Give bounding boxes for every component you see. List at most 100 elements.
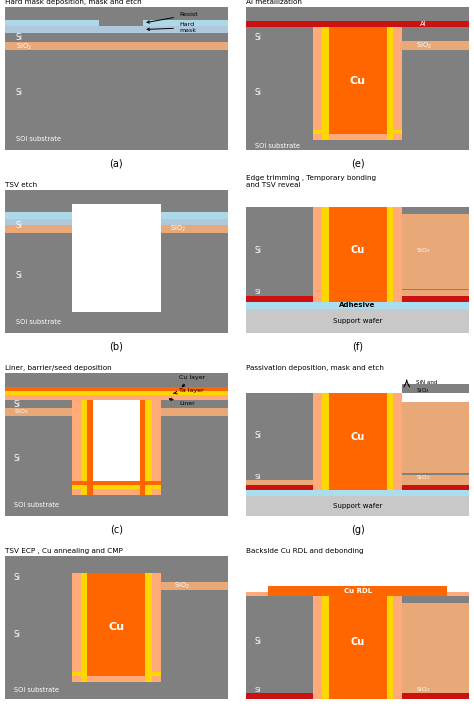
Bar: [72, 484, 161, 489]
Bar: [387, 27, 393, 140]
Text: Si: Si: [16, 88, 23, 97]
Bar: [72, 573, 81, 682]
Text: Si: Si: [14, 630, 21, 639]
Text: Cu: Cu: [109, 623, 124, 633]
Bar: [246, 207, 469, 215]
Bar: [328, 207, 387, 301]
Bar: [72, 204, 161, 311]
Text: Si: Si: [14, 573, 21, 582]
Bar: [93, 400, 140, 481]
Bar: [402, 290, 469, 296]
Bar: [5, 391, 228, 395]
Text: Cu: Cu: [350, 637, 365, 647]
Text: Si: Si: [14, 454, 21, 463]
Text: Hard mask deposition, mask and etch: Hard mask deposition, mask and etch: [5, 0, 141, 5]
Bar: [402, 603, 469, 686]
Bar: [5, 573, 72, 582]
Text: Si: Si: [255, 246, 262, 255]
Text: SiO$_2$: SiO$_2$: [174, 581, 191, 591]
Bar: [313, 393, 322, 490]
Text: SiO$_2$: SiO$_2$: [416, 473, 430, 481]
Text: Si: Si: [255, 687, 261, 693]
Text: Si: Si: [255, 431, 262, 441]
Text: SiO$_2$: SiO$_2$: [16, 42, 32, 52]
Text: SiN and
SiO$_2$: SiN and SiO$_2$: [416, 380, 437, 395]
Text: Hard
mask: Hard mask: [147, 23, 196, 33]
Bar: [313, 134, 402, 140]
Bar: [5, 32, 228, 42]
Bar: [72, 481, 161, 484]
Text: SiO$_2$: SiO$_2$: [416, 686, 430, 694]
Bar: [5, 400, 72, 408]
Text: TSV ECP , Cu annealing and CMP: TSV ECP , Cu annealing and CMP: [5, 549, 123, 554]
Text: Si: Si: [16, 221, 23, 230]
Bar: [81, 573, 87, 682]
Bar: [5, 20, 99, 26]
Bar: [5, 408, 72, 416]
Bar: [146, 400, 152, 494]
Bar: [246, 289, 469, 296]
Text: Cu: Cu: [350, 76, 365, 86]
Bar: [268, 586, 447, 596]
Bar: [328, 596, 387, 699]
Text: Adhesive: Adhesive: [339, 302, 376, 308]
Bar: [246, 592, 469, 596]
Bar: [161, 213, 228, 219]
Bar: [268, 586, 447, 596]
Text: SiO$_2$: SiO$_2$: [416, 40, 431, 51]
Text: Cu layer: Cu layer: [179, 375, 205, 387]
Text: Cu: Cu: [350, 432, 365, 443]
Bar: [146, 573, 152, 682]
Bar: [246, 603, 469, 686]
Text: Si: Si: [14, 400, 21, 409]
Text: Resist: Resist: [147, 13, 198, 23]
Bar: [387, 393, 393, 490]
Text: SOI substrate: SOI substrate: [255, 143, 300, 149]
Bar: [246, 480, 469, 484]
Bar: [5, 26, 228, 32]
Bar: [402, 686, 469, 693]
Text: SiO$_2$: SiO$_2$: [14, 407, 29, 416]
Text: SiO$_2$: SiO$_2$: [170, 224, 186, 234]
Bar: [87, 573, 146, 676]
Text: Si: Si: [255, 638, 262, 646]
Bar: [313, 207, 322, 301]
Bar: [402, 385, 469, 393]
Bar: [402, 402, 469, 473]
Bar: [161, 408, 228, 416]
Bar: [246, 309, 469, 333]
Text: Cu: Cu: [350, 245, 365, 255]
Bar: [5, 400, 228, 408]
Bar: [246, 296, 469, 301]
Bar: [246, 596, 469, 603]
Bar: [246, 215, 469, 289]
Bar: [322, 27, 328, 140]
Text: Support wafer: Support wafer: [333, 318, 383, 324]
Text: SOI substrate: SOI substrate: [14, 501, 59, 508]
Bar: [72, 400, 81, 494]
Text: (a): (a): [109, 159, 123, 169]
Bar: [5, 42, 228, 50]
Bar: [246, 301, 469, 309]
Bar: [322, 393, 328, 490]
Bar: [328, 393, 387, 490]
Bar: [313, 596, 322, 699]
Text: Si: Si: [16, 33, 23, 42]
Text: Liner, barrier/seed deposition: Liner, barrier/seed deposition: [5, 365, 111, 371]
Bar: [143, 20, 228, 26]
Text: Passivation deposition, mask and etch: Passivation deposition, mask and etch: [246, 365, 384, 371]
Bar: [402, 474, 469, 480]
Bar: [387, 596, 393, 699]
Text: TSV etch: TSV etch: [5, 182, 37, 189]
Text: Si: Si: [16, 271, 23, 280]
Bar: [5, 225, 72, 233]
Bar: [313, 27, 322, 140]
Bar: [402, 215, 469, 289]
Text: (g): (g): [351, 525, 365, 534]
Bar: [72, 672, 161, 676]
Text: Cu RDL: Cu RDL: [344, 588, 372, 594]
Bar: [161, 225, 228, 233]
Text: Backside Cu RDL and debonding: Backside Cu RDL and debonding: [246, 549, 364, 554]
Bar: [246, 27, 313, 42]
Bar: [393, 27, 402, 140]
